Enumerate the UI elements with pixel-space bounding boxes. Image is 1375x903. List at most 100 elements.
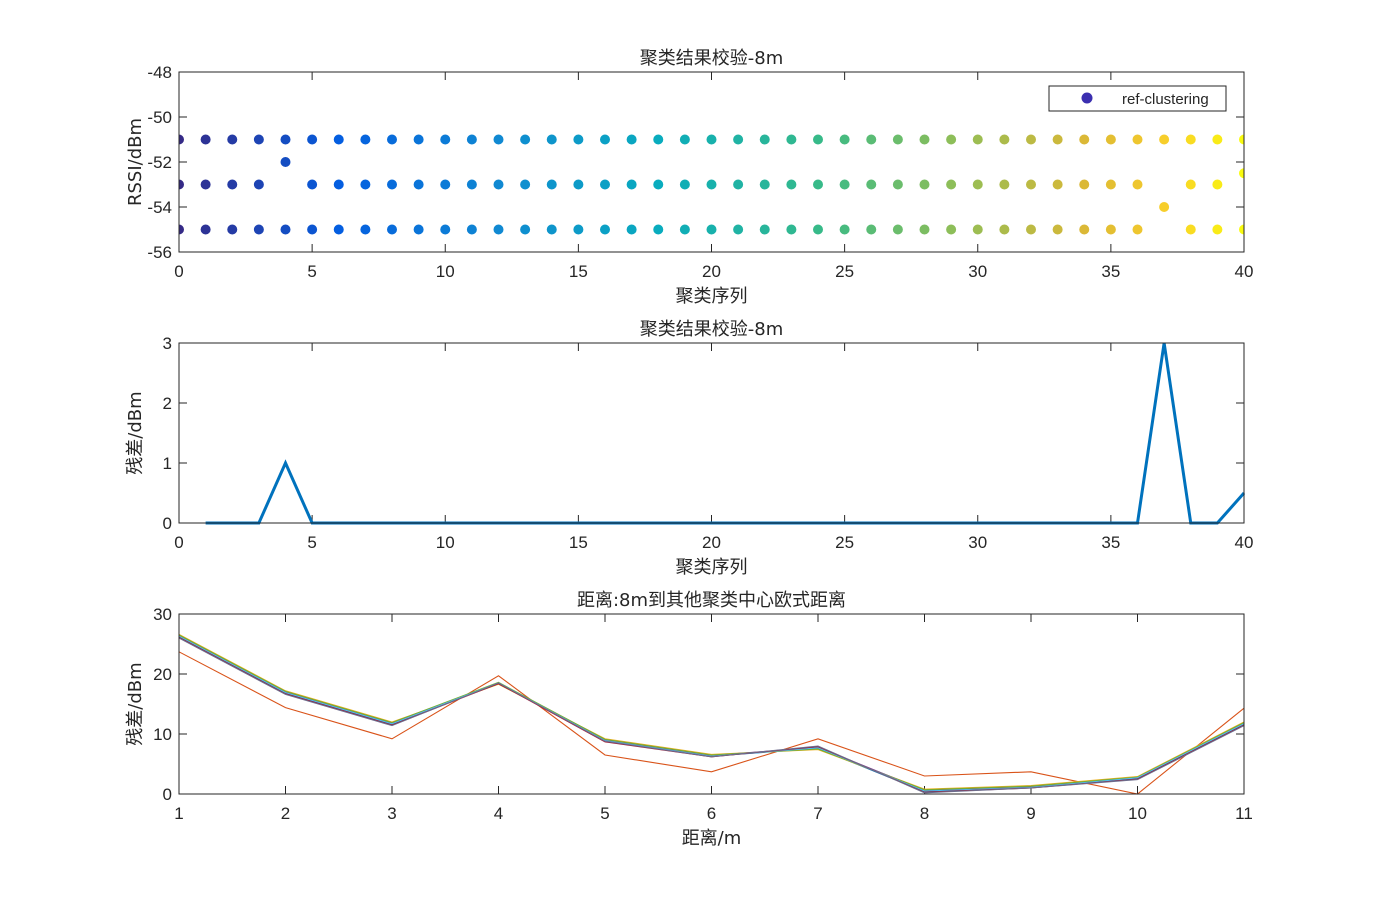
y-tick-label: 30 [153,605,172,624]
scatter-point [333,134,344,145]
scatter-point [573,224,584,235]
scatter-point [999,134,1010,145]
distance-line-5 [178,634,1245,791]
x-axis-label: 距离/m [682,828,742,849]
scatter-point [892,224,903,235]
scatter-point [179,224,184,235]
scatter-point [946,224,957,235]
scatter-point [1185,134,1196,145]
scatter-point [839,224,850,235]
scatter-point [546,224,557,235]
scatter-point [200,224,211,235]
scatter-point [520,224,531,235]
chart-title: 聚类结果校验-8m [640,319,783,340]
scatter-point [200,179,211,190]
scatter-point [866,224,877,235]
y-axis-label: 残差/dBm [125,662,146,745]
x-tick-label: 4 [494,804,503,823]
scatter-point [919,224,930,235]
distance-line-8 [178,637,1245,794]
scatter-point [1212,134,1223,145]
scatter-point [1132,134,1143,145]
scatter-point [866,179,877,190]
x-tick-label: 20 [702,262,721,281]
x-tick-label: 10 [1128,804,1147,823]
scatter-point [1132,179,1143,190]
axes-frame [178,71,1245,253]
scatter-point [333,224,344,235]
scatter-point [759,179,770,190]
scatter-point [227,179,238,190]
axes-frame [178,613,1245,795]
scatter-point [600,179,610,190]
scatter-point [600,134,610,145]
scatter-point [1185,224,1196,235]
scatter-point [1212,224,1223,235]
y-tick-label: 2 [163,394,172,413]
scatter-point [1052,224,1063,235]
x-tick-label: 15 [569,262,588,281]
x-tick-label: 2 [281,804,290,823]
x-tick-label: 30 [968,262,987,281]
scatter-point [1079,179,1090,190]
x-axis-label: 聚类序列 [676,286,748,307]
scatter-point [1105,224,1116,235]
x-tick-label: 25 [835,262,854,281]
plot-area [179,614,1244,794]
scatter-point [1159,202,1170,212]
scatter-point [307,179,318,190]
distance-line-6 [178,635,1245,792]
scatter-point [679,134,690,145]
x-tick-label: 40 [1235,533,1254,552]
scatter-point [413,224,424,235]
x-tick-label: 40 [1235,262,1254,281]
scatter-point [546,134,557,145]
scatter-point [679,179,690,190]
scatter-point [493,179,504,190]
residual-subplot: 0 5 10 15 20 25 30 35 40 0 1 2 3 聚类结果校验-8m 聚类序列 残差/dBm [125,319,1253,578]
scatter-point [679,224,690,235]
x-tick-label: 35 [1101,533,1120,552]
scatter-point [653,224,664,235]
scatter-point [179,134,184,145]
scatter-point [1132,224,1143,235]
x-tick-label: 6 [707,804,716,823]
distance-subplot: 1 2 3 4 5 6 7 8 9 10 11 0 10 20 30 距离:8m到其他聚类中心欧式距离距离/m… [125,590,1253,849]
distance-line-2 [178,651,1245,795]
scatter-point [866,134,877,145]
scatter-point [307,224,318,235]
scatter-point [307,134,318,145]
scatter-point [573,179,584,190]
scatter-point [626,179,637,190]
y-tick-label: 0 [163,514,172,533]
chart-title: 聚类结果校验-8m [640,48,783,69]
scatter-point [1159,134,1170,145]
x-tick-label: 10 [436,533,455,552]
scatter-point [892,134,903,145]
x-tick-label: 10 [436,262,455,281]
y-tick-label: 0 [163,785,172,804]
scatter-point [253,179,264,190]
scatter-point [946,134,957,145]
scatter-point [333,179,344,190]
x-tick-label: 9 [1026,804,1035,823]
scatter-point [179,179,184,190]
x-tick-label: 3 [387,804,396,823]
x-tick-label: 0 [174,262,183,281]
chart-title: 距离:8m到其他聚类中心欧式距离 [577,590,846,611]
scatter-point [466,179,477,190]
scatter-point [972,134,983,145]
x-tick-label: 11 [1235,804,1253,823]
scatter-point [1185,179,1196,190]
scatter-point [493,224,504,235]
scatter-point [706,224,717,235]
y-tick-label: 3 [163,334,172,353]
scatter-point [413,134,424,145]
scatter-point [946,179,957,190]
y-axis-label: 残差/dBm [125,391,146,474]
y-tick-label: 1 [163,454,172,473]
scatter-point [919,179,930,190]
x-tick-label: 35 [1101,262,1120,281]
scatter-point [440,179,451,190]
x-tick-label: 25 [835,533,854,552]
